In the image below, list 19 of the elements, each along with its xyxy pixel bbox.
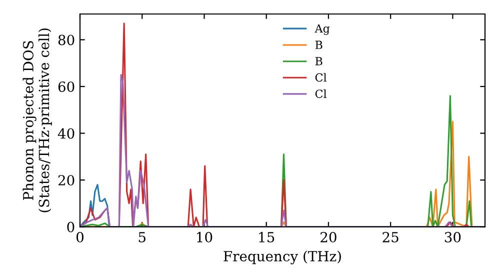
x-tick-label: 15 — [259, 232, 274, 242]
legend-label: B — [315, 57, 322, 66]
x-tick-label: 10 — [197, 232, 212, 242]
legend-label: Cl — [315, 73, 327, 82]
x-tick-label: 20 — [320, 232, 336, 242]
y-tick-label: 80 — [58, 34, 74, 46]
x-tick-label: 25 — [382, 232, 398, 242]
x-tick-label: 0 — [76, 232, 84, 242]
legend-label: Ag — [314, 24, 330, 35]
x-tick-label: 30 — [444, 232, 461, 242]
y-tick-label: 20 — [58, 175, 74, 186]
y-tick-label: 40 — [58, 128, 74, 139]
legend-label: Cl — [315, 89, 327, 98]
y-tick-label: 0 — [67, 222, 74, 232]
x-tick-label: 5 — [138, 232, 146, 242]
y-tick-label: 60 — [58, 81, 74, 92]
legend-label: B — [315, 40, 322, 49]
x-axis-title: Frequency (THz) — [224, 250, 341, 264]
y-axis-title: Phonon projected DOS (States/THz·primitive cell) — [22, 28, 52, 212]
